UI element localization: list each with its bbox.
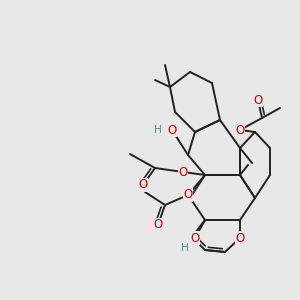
Text: O: O	[153, 218, 163, 232]
Text: O: O	[236, 124, 244, 136]
Text: H: H	[181, 243, 189, 253]
Text: O: O	[190, 232, 200, 244]
Text: O: O	[138, 178, 148, 191]
Text: O: O	[183, 188, 193, 202]
Text: O: O	[236, 232, 244, 244]
Text: H: H	[154, 125, 162, 135]
Text: O: O	[254, 94, 262, 106]
Text: O: O	[178, 166, 188, 178]
Text: O: O	[167, 124, 177, 136]
